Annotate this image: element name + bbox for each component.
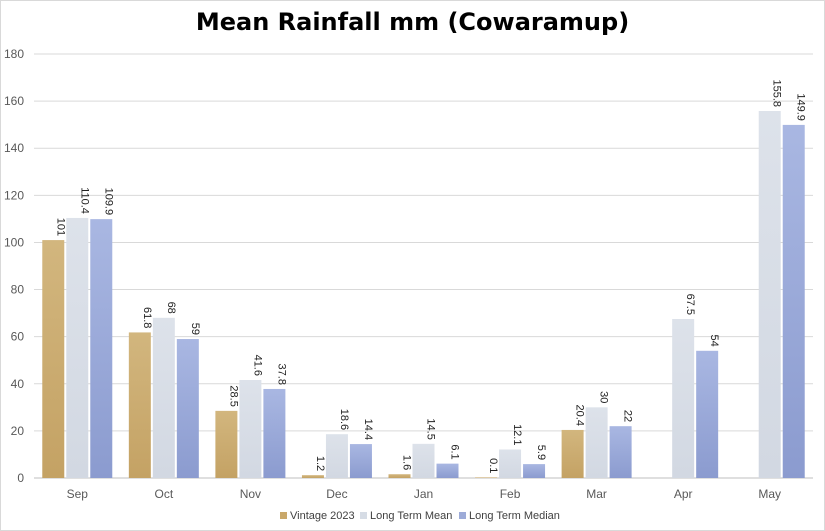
gridlines <box>34 53 813 479</box>
x-tick-label: May <box>758 487 781 501</box>
bar-long-term-median <box>523 464 546 478</box>
data-label: 18.6 <box>338 409 350 430</box>
data-label: 61.8 <box>141 307 153 328</box>
data-label: 1.6 <box>401 455 413 470</box>
legend-label: Long Term Mean <box>370 510 452 522</box>
data-label: 28.5 <box>227 385 239 406</box>
bar-long-term-median <box>782 124 805 478</box>
data-label: 1.2 <box>314 456 326 471</box>
data-label: 14.5 <box>425 418 437 439</box>
y-tick-label: 80 <box>11 283 25 297</box>
data-label: 0.1 <box>487 458 499 473</box>
data-label: 110.4 <box>78 187 90 214</box>
data-label: 59 <box>189 323 201 335</box>
y-tick-label: 0 <box>17 471 24 485</box>
x-tick-label: Jan <box>414 487 433 501</box>
bar-long-term-mean <box>672 319 695 478</box>
bar-long-term-median <box>349 444 372 478</box>
bar-long-term-mean <box>239 380 262 478</box>
data-label: 101 <box>54 218 66 236</box>
data-label: 30 <box>598 391 610 403</box>
legend-label: Long Term Median <box>469 510 560 522</box>
bar-long-term-median <box>90 219 113 478</box>
data-label: 155.8 <box>771 79 783 107</box>
bar-long-term-median <box>696 350 719 478</box>
y-axis-ticks: 0 20 40 60 80 100 120 140 160 180 <box>4 47 24 485</box>
bar-vintage-2023 <box>128 332 151 478</box>
bar-vintage-2023 <box>301 475 324 478</box>
x-tick-label: Mar <box>586 487 607 501</box>
bar-vintage-2023 <box>215 410 238 478</box>
bar-vintage-2023 <box>388 474 411 478</box>
data-label: 149.9 <box>795 93 807 121</box>
y-tick-label: 40 <box>11 377 25 391</box>
x-tick-label: Feb <box>500 487 521 501</box>
data-label: 6.1 <box>449 444 461 459</box>
bar-long-term-median <box>609 426 632 478</box>
y-tick-label: 160 <box>4 94 24 108</box>
data-label: 41.6 <box>251 355 263 376</box>
bar-long-term-mean <box>585 407 608 478</box>
y-tick-label: 180 <box>4 47 24 61</box>
bar-long-term-mean <box>758 111 781 478</box>
legend-swatch <box>280 512 287 519</box>
data-label: 54 <box>708 335 720 347</box>
y-tick-label: 60 <box>11 330 25 344</box>
bar-long-term-mean <box>325 434 348 478</box>
data-labels: 101 110.4 109.9 61.8 68 59 28.5 41.6 37.8 1.2 18.6… <box>54 79 806 473</box>
x-tick-label: Apr <box>674 487 693 501</box>
data-label: 22 <box>622 410 634 422</box>
bar-long-term-mean <box>152 317 175 478</box>
legend: Vintage 2023 Long Term Mean Long Term Medi… <box>280 510 560 522</box>
data-label: 67.5 <box>684 294 696 315</box>
y-tick-label: 20 <box>11 424 25 438</box>
x-tick-label: Oct <box>154 487 173 501</box>
bar-long-term-mean <box>66 217 89 479</box>
bar-long-term-mean <box>412 443 435 478</box>
data-label: 109.9 <box>102 188 114 216</box>
data-label: 5.9 <box>535 445 547 460</box>
bar-long-term-median <box>176 339 199 478</box>
chart-title: Mean Rainfall mm (Cowaramup) <box>195 8 630 36</box>
legend-swatch <box>459 512 466 519</box>
bar-long-term-median <box>263 388 286 478</box>
legend-swatch <box>360 512 367 519</box>
y-tick-label: 100 <box>4 235 24 249</box>
x-axis-ticks: Sep Oct Nov Dec Jan Feb Mar Apr May <box>67 487 781 501</box>
bar-vintage-2023 <box>561 429 584 478</box>
y-tick-label: 120 <box>4 188 24 202</box>
data-label: 68 <box>165 302 177 314</box>
x-tick-label: Sep <box>67 487 89 501</box>
data-label: 14.4 <box>362 419 374 440</box>
bars <box>42 111 805 479</box>
bar-vintage-2023 <box>475 477 498 478</box>
bar-vintage-2023 <box>42 240 65 478</box>
bar-long-term-median <box>436 463 459 478</box>
x-tick-label: Dec <box>326 487 347 501</box>
legend-label: Vintage 2023 <box>290 510 355 522</box>
x-tick-label: Nov <box>240 487 261 501</box>
data-label: 37.8 <box>275 364 287 385</box>
bar-long-term-mean <box>499 449 522 478</box>
y-tick-label: 140 <box>4 141 24 155</box>
data-label: 20.4 <box>574 405 586 426</box>
data-label: 12.1 <box>511 424 523 445</box>
